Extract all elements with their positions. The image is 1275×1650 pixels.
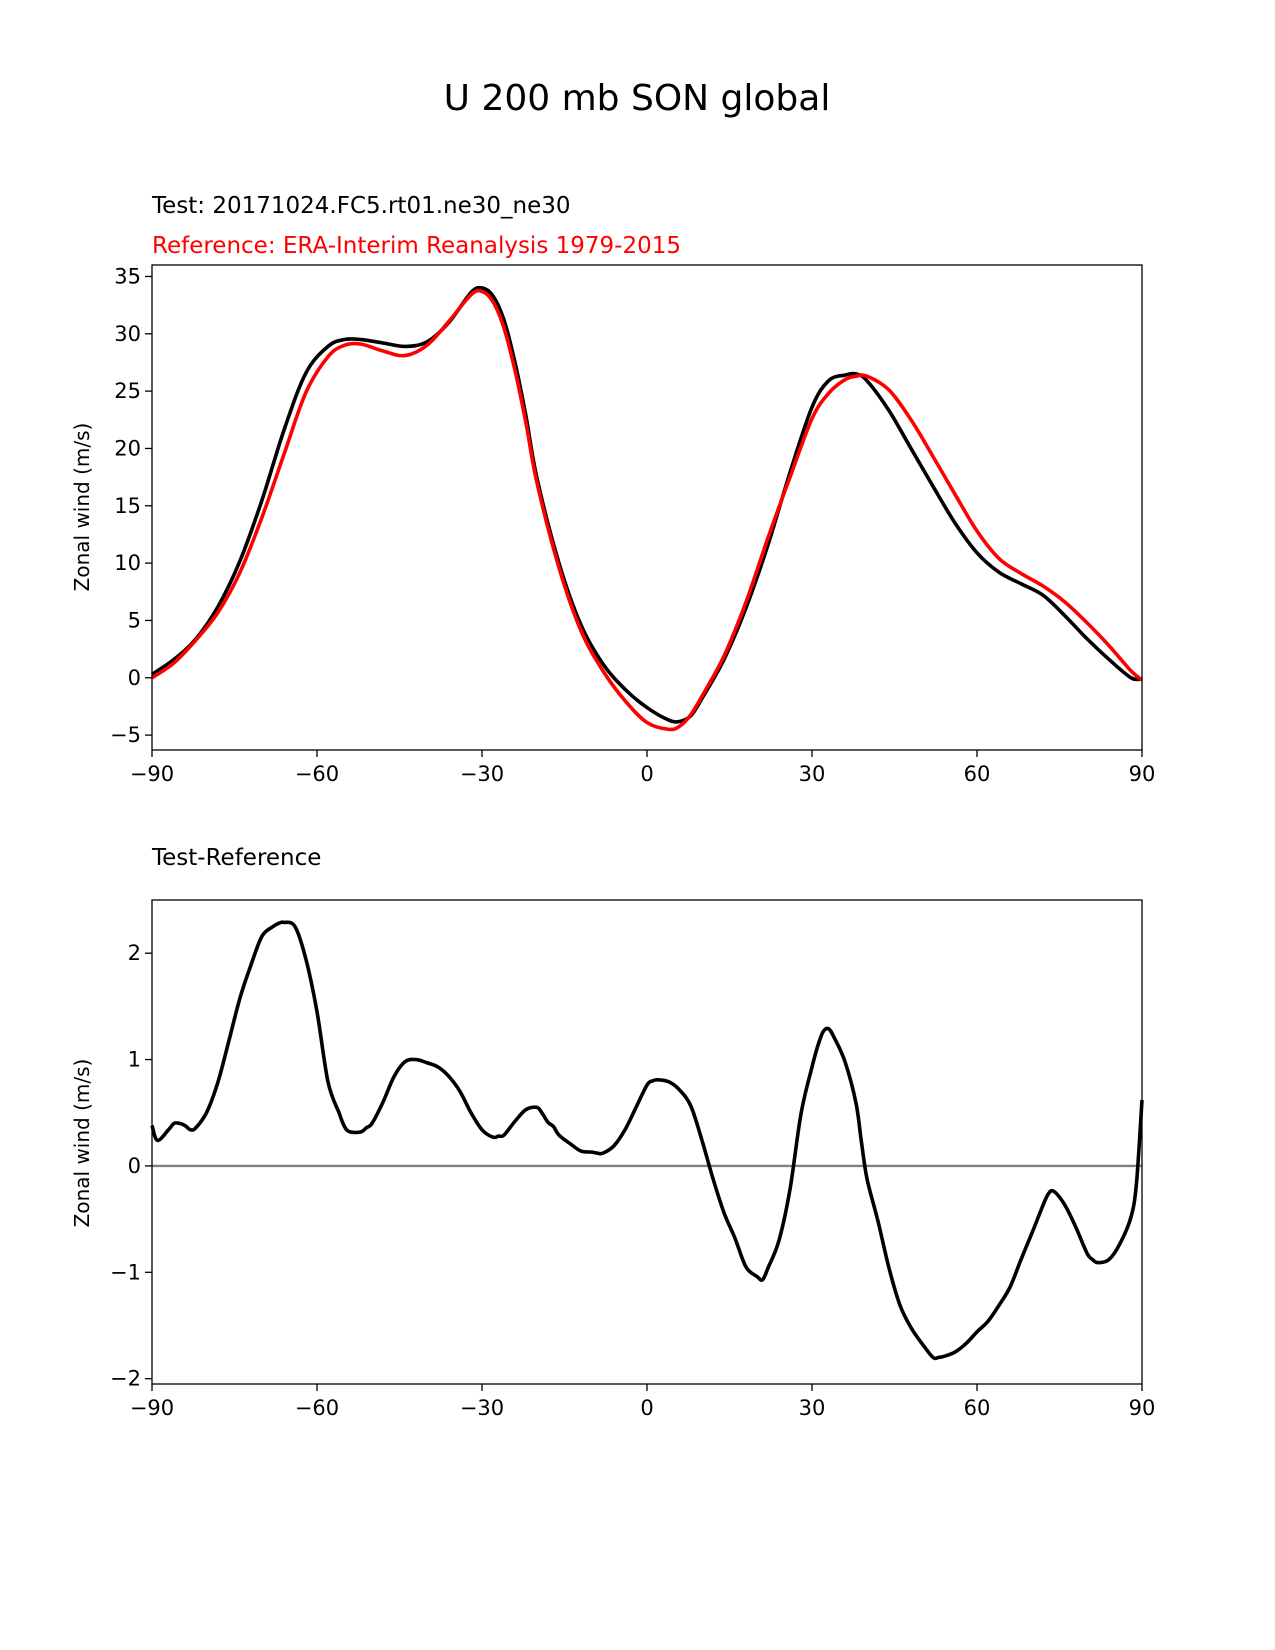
y-tick-label: 0 [128,666,141,690]
y-tick-label: 20 [114,436,141,460]
x-tick-label: 0 [640,762,653,786]
x-tick-label: 0 [640,1396,653,1420]
top-plot-area: −90 −60 −30 0 30 60 90 −5 0 5 10 15 20 25 30 35 [110,264,1155,786]
y-tick-label: 10 [114,551,141,575]
y-tick-label: 30 [114,322,141,346]
diff-title: Test-Reference [151,845,321,871]
x-tick-label: −90 [130,762,174,786]
bottom-axes-frame [151,899,1143,1385]
x-tick-label: −60 [295,1396,339,1420]
test-series-line [150,285,1143,724]
reference-label: Reference: ERA-Interim Reanalysis 1979-2… [152,233,681,259]
x-tick-label: −30 [460,762,504,786]
top-y-axis-label: Zonal wind (m/s) [70,423,94,592]
y-tick-label: 2 [128,941,141,965]
y-tick-label: 25 [114,379,141,403]
test-label: Test: 20171024.FC5.rt01.ne30_ne30 [151,193,571,219]
x-tick-label: 90 [1129,1396,1156,1420]
y-tick-label: 5 [128,608,141,632]
y-tick-label: 0 [128,1154,141,1178]
x-tick-label: 90 [1129,762,1156,786]
y-tick-label: 35 [114,264,141,288]
reference-series-line [150,288,1144,732]
y-tick-label: −5 [110,723,141,747]
bottom-plot-area: −90 −60 −30 0 30 60 90 −2 −1 0 1 2 [110,920,1156,1420]
top-axes-frame [151,264,1143,751]
figure-title: U 200 mb SON global [444,78,831,119]
bottom-y-axis-label: Zonal wind (m/s) [70,1059,94,1228]
x-tick-label: 30 [799,762,826,786]
x-tick-label: −60 [295,762,339,786]
x-tick-label: −90 [130,1396,174,1420]
x-tick-label: 60 [964,1396,991,1420]
bottom-panel: Test-Reference Zonal wind (m/s) −90 −60 −3… [70,845,1155,1420]
x-tick-label: −30 [460,1396,504,1420]
y-tick-label: −1 [110,1260,141,1284]
y-tick-label: 1 [128,1048,141,1072]
top-panel: Test: 20171024.FC5.rt01.ne30_ne30 Refere… [70,193,1155,786]
y-tick-label: 15 [114,494,141,518]
y-tick-label: −2 [110,1367,141,1391]
difference-series-line [150,920,1144,1361]
x-tick-label: 60 [964,762,991,786]
x-tick-label: 30 [799,1396,826,1420]
